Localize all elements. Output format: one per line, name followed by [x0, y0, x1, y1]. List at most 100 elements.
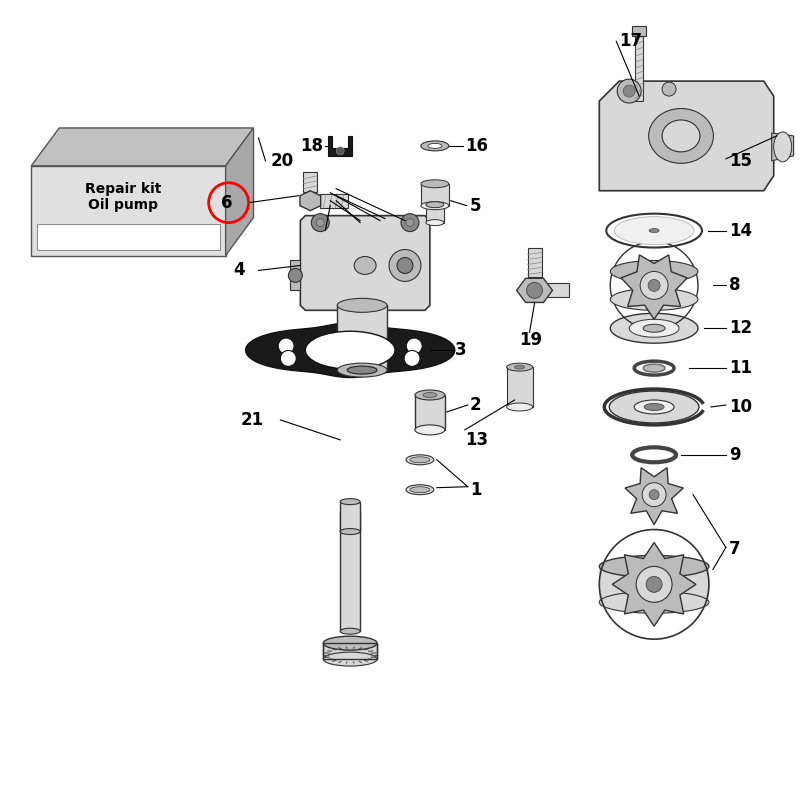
Ellipse shape: [630, 319, 679, 338]
Circle shape: [278, 338, 294, 354]
Text: 15: 15: [729, 152, 752, 170]
Ellipse shape: [426, 220, 444, 226]
FancyBboxPatch shape: [426, 205, 444, 222]
FancyBboxPatch shape: [340, 502, 360, 531]
Polygon shape: [599, 81, 774, 190]
Polygon shape: [38, 224, 220, 250]
Ellipse shape: [323, 652, 377, 666]
Circle shape: [311, 214, 330, 231]
Ellipse shape: [610, 261, 698, 282]
Ellipse shape: [426, 202, 444, 208]
Circle shape: [649, 490, 659, 500]
Circle shape: [389, 250, 421, 282]
Text: 16: 16: [465, 137, 488, 155]
Circle shape: [636, 566, 672, 602]
Ellipse shape: [421, 180, 449, 188]
Polygon shape: [290, 261, 300, 290]
FancyBboxPatch shape: [340, 512, 360, 631]
Ellipse shape: [340, 498, 360, 505]
Circle shape: [280, 350, 296, 366]
Text: 18: 18: [300, 137, 323, 155]
Ellipse shape: [347, 366, 377, 374]
Ellipse shape: [406, 455, 434, 465]
Circle shape: [623, 85, 635, 97]
FancyBboxPatch shape: [527, 247, 542, 278]
Ellipse shape: [506, 403, 533, 411]
Ellipse shape: [421, 141, 449, 151]
Ellipse shape: [415, 425, 445, 435]
FancyBboxPatch shape: [320, 194, 348, 208]
Text: 17: 17: [619, 32, 642, 50]
Ellipse shape: [354, 257, 376, 274]
Text: 21: 21: [241, 411, 264, 429]
FancyBboxPatch shape: [323, 643, 377, 659]
Text: 4: 4: [234, 262, 246, 279]
Ellipse shape: [774, 132, 792, 162]
Ellipse shape: [338, 298, 387, 312]
Circle shape: [642, 482, 666, 506]
Ellipse shape: [338, 363, 387, 377]
Text: 19: 19: [519, 331, 542, 350]
Polygon shape: [300, 216, 430, 310]
Polygon shape: [246, 323, 455, 378]
FancyBboxPatch shape: [303, 172, 318, 192]
Circle shape: [288, 269, 302, 282]
Polygon shape: [612, 542, 696, 626]
Ellipse shape: [643, 324, 665, 332]
Polygon shape: [31, 128, 254, 166]
Polygon shape: [625, 468, 683, 525]
Ellipse shape: [428, 143, 442, 148]
Polygon shape: [300, 190, 321, 210]
Circle shape: [640, 271, 668, 299]
FancyBboxPatch shape: [547, 283, 570, 298]
Ellipse shape: [649, 229, 659, 233]
FancyBboxPatch shape: [599, 566, 709, 602]
Text: 7: 7: [729, 541, 741, 558]
Ellipse shape: [340, 628, 360, 634]
Polygon shape: [31, 166, 226, 255]
Ellipse shape: [306, 331, 395, 369]
Text: 11: 11: [729, 359, 752, 377]
Text: 13: 13: [465, 431, 488, 449]
Ellipse shape: [634, 400, 674, 414]
Ellipse shape: [610, 288, 698, 310]
Ellipse shape: [599, 555, 709, 578]
Polygon shape: [226, 128, 254, 255]
Text: 12: 12: [729, 319, 752, 338]
Ellipse shape: [610, 391, 699, 423]
Text: 6: 6: [221, 194, 232, 212]
Ellipse shape: [323, 636, 377, 650]
Polygon shape: [621, 255, 687, 319]
Text: 2: 2: [470, 396, 482, 414]
Text: 5: 5: [470, 197, 482, 214]
Circle shape: [662, 82, 676, 96]
Circle shape: [618, 79, 641, 103]
Circle shape: [648, 279, 660, 291]
Ellipse shape: [599, 591, 709, 614]
Ellipse shape: [506, 363, 533, 371]
Ellipse shape: [340, 529, 360, 534]
Ellipse shape: [415, 390, 445, 400]
Text: 9: 9: [729, 446, 741, 464]
Polygon shape: [517, 278, 553, 302]
Text: 3: 3: [455, 341, 466, 359]
Circle shape: [406, 338, 422, 354]
Ellipse shape: [614, 217, 694, 245]
Ellipse shape: [643, 364, 665, 372]
FancyBboxPatch shape: [506, 367, 533, 407]
Text: Repair kit
Oil pump: Repair kit Oil pump: [86, 182, 162, 212]
Circle shape: [401, 214, 419, 231]
Ellipse shape: [610, 314, 698, 343]
Text: 10: 10: [729, 398, 752, 416]
Circle shape: [397, 258, 413, 274]
Ellipse shape: [644, 403, 664, 410]
Circle shape: [406, 218, 414, 226]
FancyBboxPatch shape: [421, 184, 449, 206]
Circle shape: [316, 218, 324, 226]
Circle shape: [526, 282, 542, 298]
Ellipse shape: [649, 109, 714, 163]
Ellipse shape: [514, 365, 525, 369]
FancyBboxPatch shape: [338, 306, 387, 370]
FancyBboxPatch shape: [632, 26, 646, 36]
Text: 20: 20: [270, 152, 294, 170]
